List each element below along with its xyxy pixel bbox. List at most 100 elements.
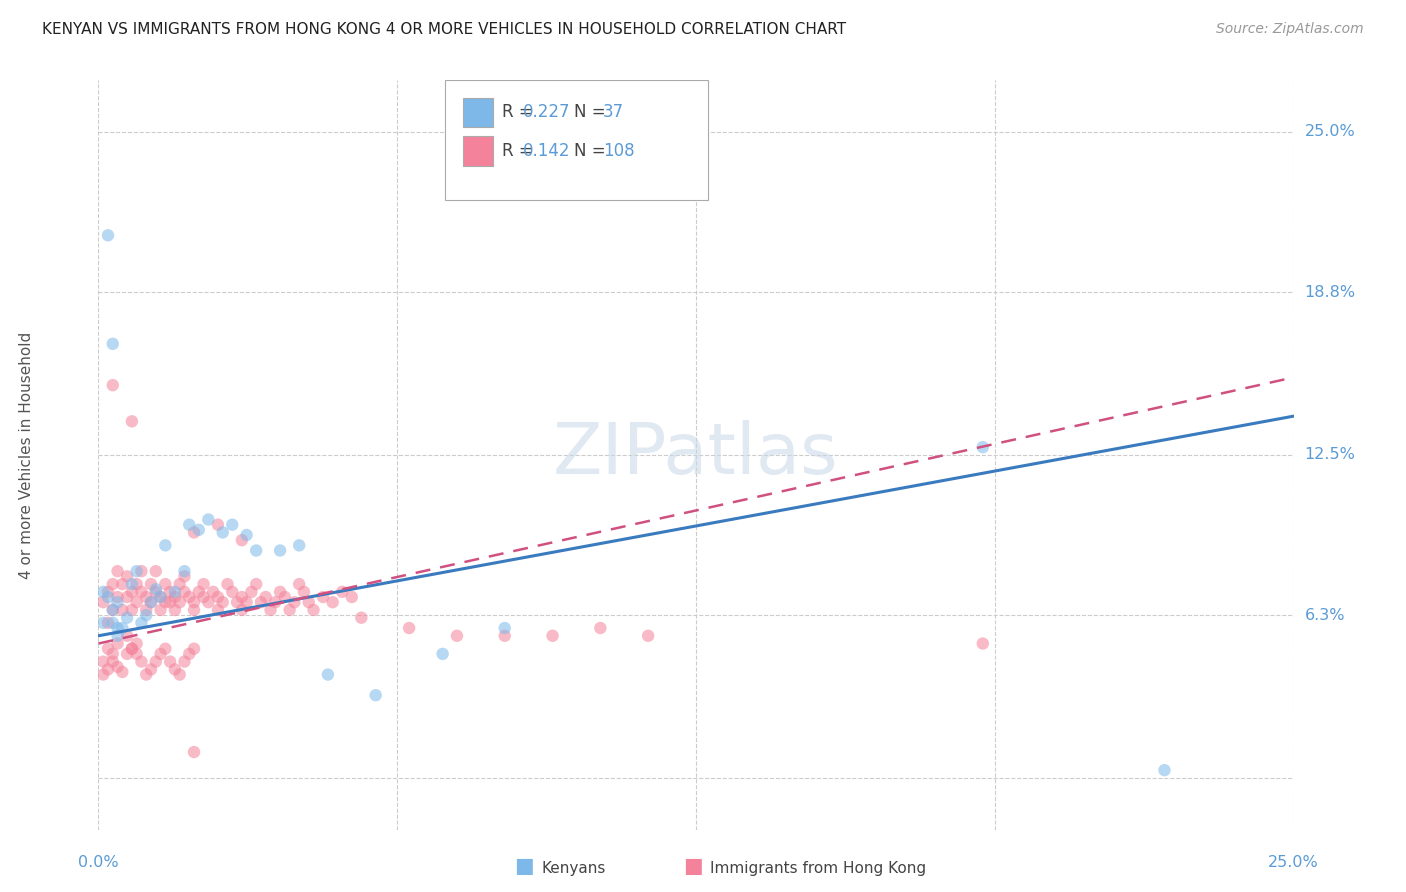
Point <box>155 641 177 656</box>
Point <box>541 629 564 643</box>
Point <box>97 615 120 630</box>
Point <box>264 595 287 609</box>
Text: 18.8%: 18.8% <box>1305 285 1355 300</box>
Point <box>298 595 321 609</box>
Text: Immigrants from Hong Kong: Immigrants from Hong Kong <box>710 861 927 876</box>
Point <box>115 569 138 583</box>
Point <box>173 564 195 578</box>
Point <box>173 655 195 669</box>
Point <box>302 603 325 617</box>
Text: ■: ■ <box>683 856 703 876</box>
Point <box>97 585 120 599</box>
FancyBboxPatch shape <box>463 136 494 167</box>
Point <box>322 595 344 609</box>
Point <box>131 564 153 578</box>
Point <box>131 585 153 599</box>
Point <box>187 523 209 537</box>
Point <box>125 577 148 591</box>
Point <box>155 577 177 591</box>
Point <box>350 610 373 624</box>
Point <box>169 595 191 609</box>
Point <box>250 595 273 609</box>
Point <box>207 603 229 617</box>
Point <box>245 543 267 558</box>
Point <box>125 647 148 661</box>
Point <box>187 585 209 599</box>
Point <box>107 595 129 609</box>
Point <box>135 603 157 617</box>
Point <box>288 538 311 552</box>
FancyBboxPatch shape <box>463 97 494 128</box>
Point <box>97 228 120 243</box>
Point <box>179 590 201 604</box>
Point <box>589 621 612 635</box>
Text: Source: ZipAtlas.com: Source: ZipAtlas.com <box>1216 22 1364 37</box>
Point <box>121 641 143 656</box>
Point <box>259 603 281 617</box>
Point <box>235 595 257 609</box>
Point <box>107 564 129 578</box>
Point <box>101 577 124 591</box>
Point <box>145 582 167 597</box>
Point <box>972 636 994 650</box>
Point <box>107 629 129 643</box>
Point <box>173 585 195 599</box>
Text: 4 or more Vehicles in Household: 4 or more Vehicles in Household <box>18 331 34 579</box>
Point <box>115 647 138 661</box>
Point <box>211 525 233 540</box>
Point <box>288 577 311 591</box>
Point <box>101 615 124 630</box>
Point <box>207 590 229 604</box>
Point <box>274 590 297 604</box>
Point <box>312 590 335 604</box>
Point <box>145 564 167 578</box>
Point <box>231 603 253 617</box>
Point <box>91 655 114 669</box>
Point <box>131 655 153 669</box>
Point <box>193 577 215 591</box>
Point <box>125 564 148 578</box>
Point <box>149 647 172 661</box>
Point <box>121 603 143 617</box>
Point <box>149 590 172 604</box>
Point <box>254 590 277 604</box>
Point <box>163 590 186 604</box>
Point <box>107 621 129 635</box>
Point <box>446 629 468 643</box>
Point <box>101 647 124 661</box>
Point <box>91 615 114 630</box>
Text: 37: 37 <box>603 103 624 121</box>
Point <box>139 662 162 676</box>
Text: 0.142: 0.142 <box>523 143 571 161</box>
Text: KENYAN VS IMMIGRANTS FROM HONG KONG 4 OR MORE VEHICLES IN HOUSEHOLD CORRELATION : KENYAN VS IMMIGRANTS FROM HONG KONG 4 OR… <box>42 22 846 37</box>
Text: 6.3%: 6.3% <box>1305 607 1346 623</box>
Point <box>179 647 201 661</box>
Text: N =: N = <box>574 143 612 161</box>
Point <box>235 528 257 542</box>
Point <box>245 577 267 591</box>
Point <box>231 533 253 548</box>
Point <box>145 655 167 669</box>
Point <box>278 603 301 617</box>
Text: ■: ■ <box>515 856 534 876</box>
Point <box>330 585 353 599</box>
Point <box>226 595 249 609</box>
Point <box>292 585 315 599</box>
Point <box>183 603 205 617</box>
Point <box>231 590 253 604</box>
Point <box>139 595 162 609</box>
Point <box>139 577 162 591</box>
Point <box>183 595 205 609</box>
Point <box>159 655 181 669</box>
Point <box>494 621 516 635</box>
Point <box>145 585 167 599</box>
Point <box>155 538 177 552</box>
Point <box>97 590 120 604</box>
Point <box>432 647 454 661</box>
Point <box>398 621 420 635</box>
Point <box>211 595 233 609</box>
Point <box>173 569 195 583</box>
Point <box>269 585 291 599</box>
Point <box>97 641 120 656</box>
Point <box>125 636 148 650</box>
